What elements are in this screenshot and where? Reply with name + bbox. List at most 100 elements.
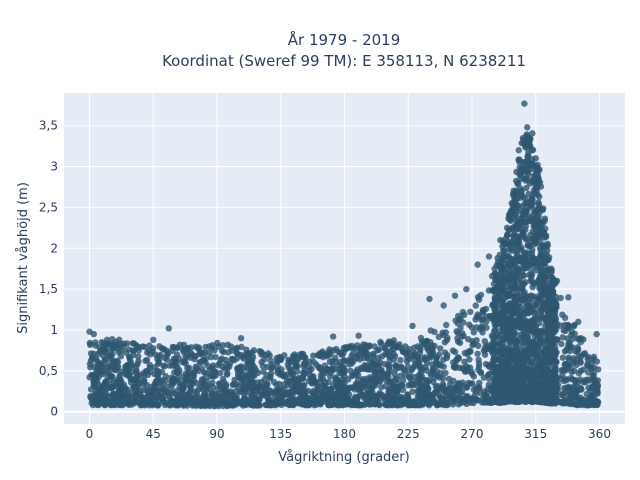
data-point <box>544 242 551 249</box>
data-point <box>146 342 153 349</box>
outlier-point <box>515 147 522 154</box>
data-point <box>429 345 436 352</box>
data-point <box>510 370 518 378</box>
data-point <box>541 215 549 222</box>
outlier-point <box>526 142 534 150</box>
outlier-point <box>548 265 555 272</box>
data-point <box>171 369 178 376</box>
data-point <box>392 362 400 369</box>
tick-labels: 0 45 90 135 180 225 270 315 360 0 0,5 1 1,5 2 2,5 3 3,5 <box>39 119 611 441</box>
data-point <box>430 397 437 405</box>
data-point <box>107 372 114 379</box>
data-point <box>403 353 411 361</box>
data-point <box>191 388 198 395</box>
data-point <box>529 195 536 203</box>
chart-title-line1: År 1979 - 2019 <box>288 30 401 49</box>
data-point <box>290 384 297 391</box>
data-point <box>214 339 221 347</box>
data-point <box>256 348 263 355</box>
data-point <box>501 261 508 268</box>
data-point <box>573 398 580 406</box>
data-point <box>386 388 394 395</box>
data-point <box>568 328 576 335</box>
data-point <box>559 372 566 379</box>
data-point <box>580 366 587 373</box>
data-point <box>416 359 423 366</box>
data-point <box>95 386 103 394</box>
data-point <box>418 366 425 373</box>
data-point <box>530 374 537 381</box>
data-point <box>135 358 142 365</box>
data-point <box>586 397 593 404</box>
data-point <box>534 363 541 370</box>
outlier-point <box>329 333 337 340</box>
data-point <box>517 194 524 201</box>
data-point <box>327 373 334 380</box>
data-point <box>463 363 470 370</box>
data-point <box>440 383 447 390</box>
data-point <box>254 397 262 404</box>
data-point <box>249 384 256 391</box>
data-point <box>469 380 476 387</box>
data-point <box>206 398 213 405</box>
data-point <box>475 356 482 364</box>
data-point <box>543 345 550 352</box>
data-point <box>424 389 431 396</box>
data-point <box>483 318 490 325</box>
data-point <box>591 364 598 371</box>
data-point <box>536 244 544 252</box>
data-point <box>528 260 535 267</box>
outlier-point <box>524 124 531 131</box>
data-point <box>139 343 146 350</box>
data-point <box>248 393 256 400</box>
data-point <box>168 378 175 385</box>
data-point <box>493 331 500 338</box>
data-point <box>498 309 505 316</box>
x-tick-label: 180 <box>333 427 356 441</box>
data-point <box>519 272 526 280</box>
data-point <box>496 397 503 404</box>
data-point <box>499 243 506 250</box>
data-point <box>86 339 94 347</box>
data-point <box>443 321 450 329</box>
data-point <box>457 389 464 396</box>
data-point <box>134 390 141 397</box>
data-point <box>383 401 390 408</box>
data-point <box>506 216 513 223</box>
data-point <box>505 227 512 234</box>
data-point <box>110 362 117 370</box>
data-point <box>291 351 298 358</box>
data-point <box>441 339 448 346</box>
data-point <box>514 292 521 299</box>
data-point <box>521 305 528 312</box>
data-point <box>507 245 515 252</box>
data-point <box>519 229 527 236</box>
y-tick-label: 0 <box>50 405 58 419</box>
data-point <box>523 199 530 206</box>
data-point <box>174 363 181 371</box>
outlier-point <box>485 253 493 260</box>
data-point <box>591 401 598 408</box>
data-point <box>237 388 245 395</box>
data-point <box>346 385 353 392</box>
data-point <box>314 383 321 391</box>
data-point <box>473 324 480 331</box>
data-point <box>94 401 102 408</box>
data-point <box>530 350 537 357</box>
data-point <box>277 398 285 405</box>
data-point <box>537 340 544 347</box>
data-point <box>532 324 539 331</box>
data-point <box>548 273 555 281</box>
data-point <box>553 336 560 343</box>
data-point <box>227 390 235 397</box>
data-point <box>505 355 513 362</box>
data-point <box>118 399 125 407</box>
data-point <box>514 393 522 400</box>
data-point <box>210 372 217 379</box>
data-point <box>545 306 553 313</box>
data-point <box>493 386 501 394</box>
data-point <box>352 369 359 376</box>
data-point <box>437 345 444 352</box>
data-point <box>516 317 523 324</box>
data-point <box>476 379 483 387</box>
